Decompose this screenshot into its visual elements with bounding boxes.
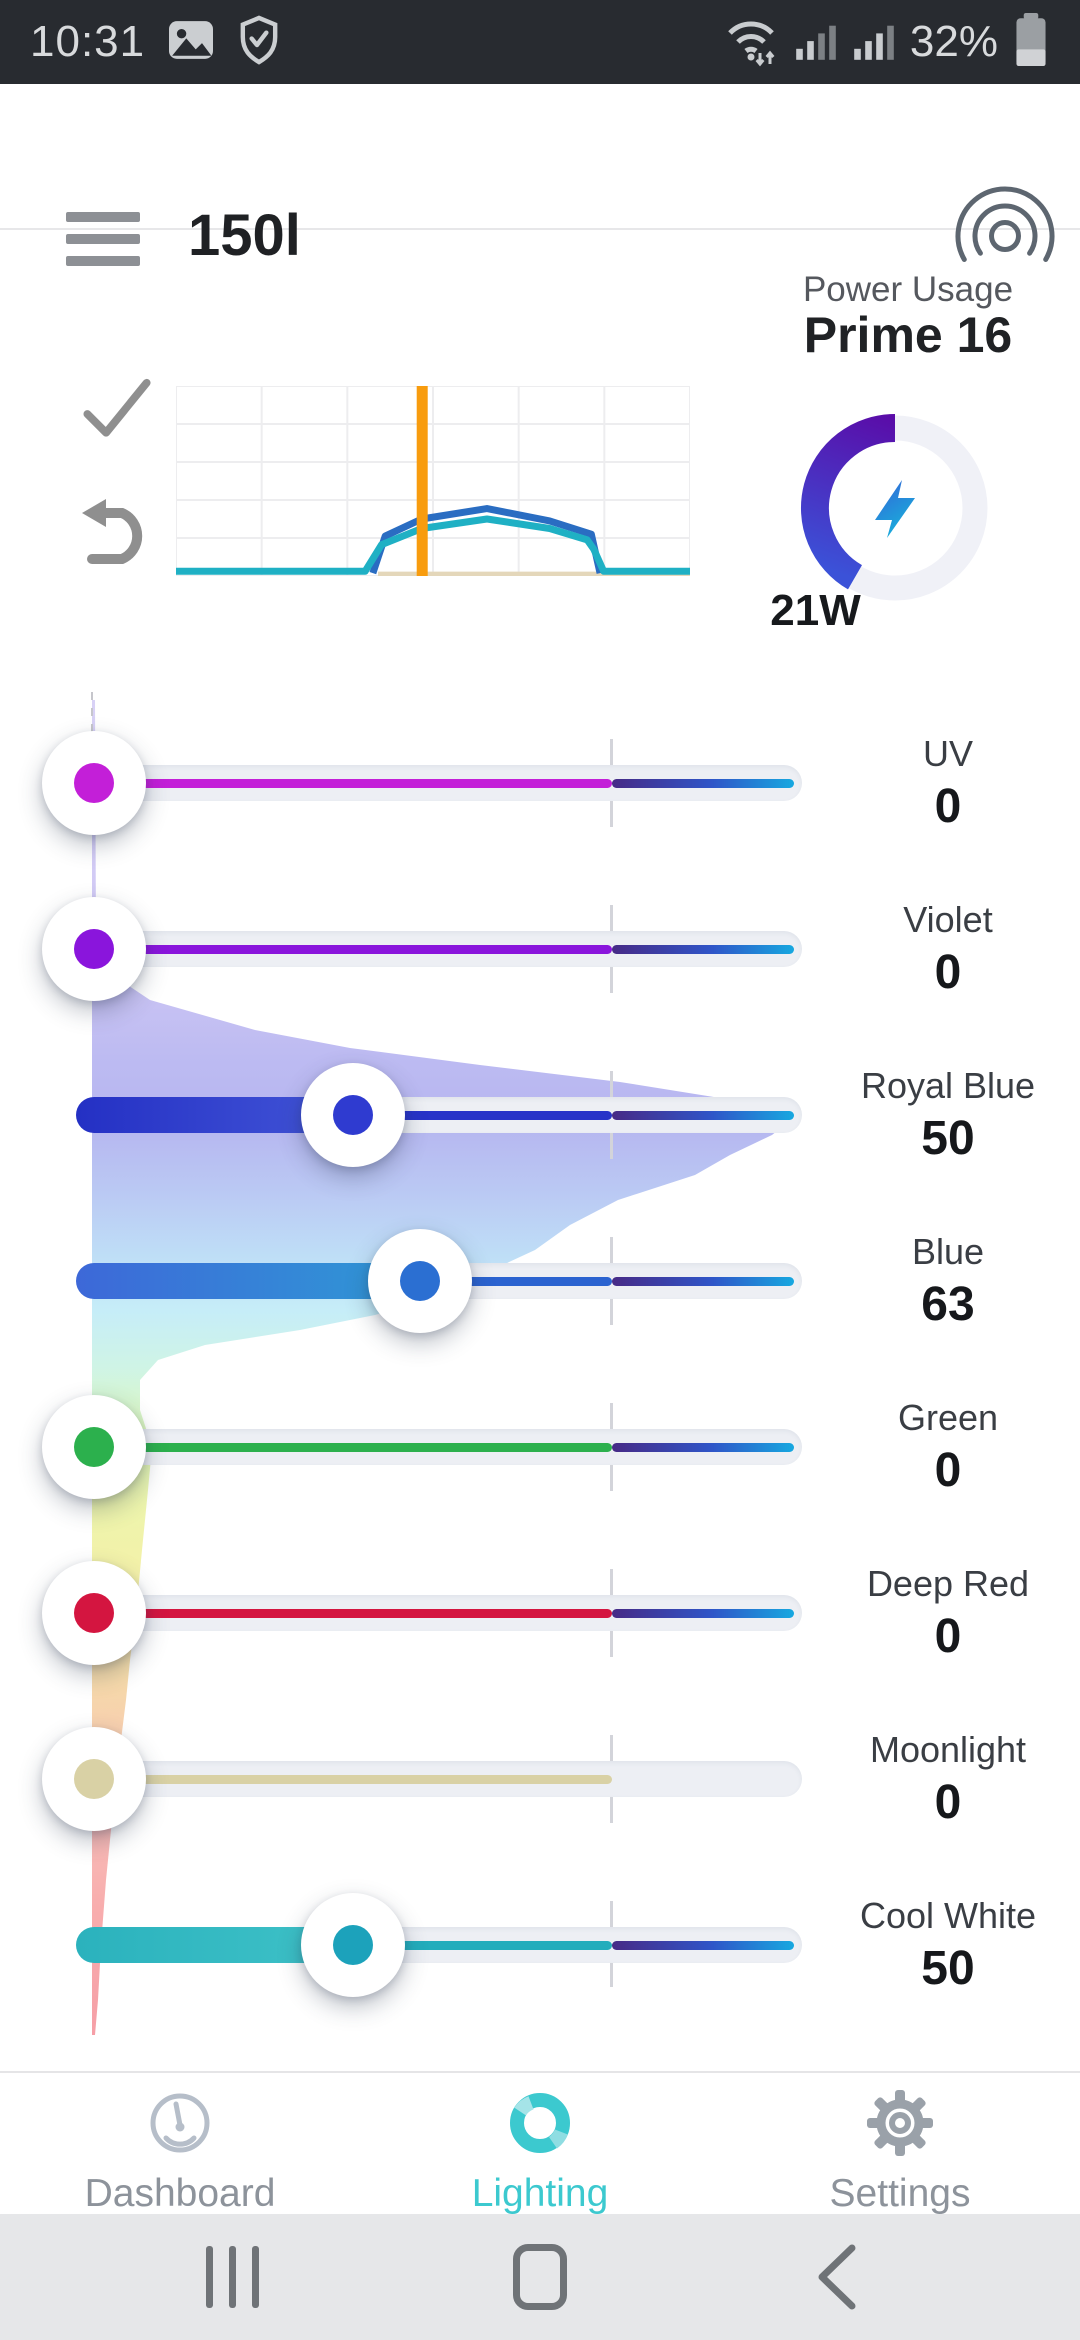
home-button[interactable] [513, 2244, 567, 2310]
power-device-name: Prime 16 [803, 307, 1013, 363]
channel-label: Blue [911, 1231, 985, 1272]
slider-track[interactable] [76, 1927, 802, 1963]
slider-baseline-dashes [91, 692, 93, 764]
channel-value: 0 [934, 780, 962, 833]
power-watts-value: 21W [770, 586, 861, 635]
menu-button[interactable] [66, 212, 140, 266]
channel-slider-row: Blue 63 [0, 1229, 1080, 1333]
channel-label: Green [897, 1397, 999, 1438]
android-nav-bar [0, 2214, 1080, 2340]
tab-dashboard-label: Dashboard [84, 2172, 276, 2215]
tab-settings-label: Settings [829, 2172, 971, 2215]
wifi-icon [722, 11, 780, 74]
channel-label: Royal Blue [860, 1065, 1036, 1106]
slider-knob[interactable] [368, 1229, 473, 1333]
slider-knob[interactable] [42, 1561, 146, 1665]
back-button[interactable] [816, 2244, 856, 2315]
dashboard-gauge-icon [144, 2073, 216, 2164]
hd-range-line [612, 779, 794, 788]
schedule-chart [176, 386, 690, 576]
channel-label: Cool White [859, 1895, 1037, 1936]
channel-slider-row: Cool White 50 [0, 1893, 1080, 1997]
slider-track[interactable] [86, 1429, 802, 1465]
tab-lighting-label: Lighting [471, 2172, 609, 2215]
slider-track[interactable] [86, 931, 802, 967]
app-header: 150l [0, 84, 1080, 268]
channel-label: Moonlight [869, 1729, 1027, 1770]
knob-dot [74, 1427, 114, 1467]
channel-label: UV [922, 733, 973, 774]
battery-icon [1012, 12, 1050, 72]
device-broadcast-icon[interactable] [952, 184, 1056, 288]
value-line [94, 779, 612, 788]
full-scale-dashed-line [610, 739, 613, 1987]
channel-slider-row: Moonlight 0 [0, 1727, 1080, 1831]
channel-label: Deep Red [866, 1563, 1030, 1604]
channel-label: Violet [903, 899, 993, 940]
channel-slider-row: Violet 0 [0, 897, 1080, 1001]
slider-track[interactable] [86, 765, 802, 801]
hd-range-line [612, 1443, 794, 1452]
accept-button[interactable] [78, 372, 156, 447]
slider-bar [76, 1263, 421, 1299]
power-gauge [801, 414, 988, 601]
knob-dot [74, 1593, 114, 1633]
slider-knob[interactable] [42, 731, 146, 835]
tab-dashboard[interactable]: Dashboard [0, 2073, 360, 2215]
signal-bars-icon-1 [794, 18, 838, 67]
channel-slider-row: Royal Blue 50 [0, 1063, 1080, 1167]
channel-slider-row: Green 0 [0, 1395, 1080, 1499]
knob-dot [333, 1095, 373, 1135]
value-line [94, 1443, 612, 1452]
knob-dot [74, 929, 114, 969]
value-line [94, 945, 612, 954]
tab-lighting[interactable]: Lighting [360, 2073, 720, 2215]
slider-knob[interactable] [301, 1893, 405, 1997]
hd-range-line [612, 1277, 794, 1286]
knob-dot [74, 1759, 114, 1799]
slider-knob[interactable] [42, 897, 146, 1001]
channel-value: 50 [921, 1942, 975, 1995]
hd-range-line [612, 1111, 794, 1120]
undo-button[interactable] [80, 496, 156, 573]
channel-value: 63 [921, 1278, 975, 1331]
channel-value: 0 [934, 1444, 962, 1497]
gallery-notification-icon [167, 18, 215, 67]
knob-dot [400, 1261, 441, 1301]
channel-value: 0 [934, 1610, 962, 1663]
settings-gear-icon [864, 2073, 936, 2164]
lightning-bolt-icon [875, 480, 915, 538]
channel-value: 0 [934, 946, 962, 999]
battery-percent: 32% [909, 17, 998, 66]
hd-range-line [612, 945, 794, 954]
page-title: 150l [188, 203, 301, 268]
slider-knob[interactable] [42, 1395, 146, 1499]
hd-range-line [612, 1941, 794, 1950]
value-line [94, 1609, 612, 1618]
tab-settings[interactable]: Settings [720, 2073, 1080, 2215]
channel-slider-row: Deep Red 0 [0, 1561, 1080, 1665]
channel-value: 50 [921, 1112, 975, 1165]
status-time: 10:31 [30, 17, 146, 66]
knob-dot [74, 763, 114, 803]
slider-track[interactable] [86, 1595, 802, 1631]
hd-range-line [612, 1609, 794, 1618]
recents-button[interactable] [206, 2246, 259, 2308]
channel-value: 0 [934, 1776, 962, 1829]
value-line [94, 1775, 612, 1784]
shield-check-icon [237, 15, 281, 70]
slider-knob[interactable] [301, 1063, 405, 1167]
knob-dot [333, 1925, 373, 1965]
power-usage-label: Power Usage [802, 270, 1014, 309]
channel-slider-row: UV 0 [0, 731, 1080, 835]
slider-knob[interactable] [42, 1727, 146, 1831]
slider-track[interactable] [86, 1761, 802, 1797]
status-bar: 10:31 [0, 0, 1080, 84]
bottom-tab-bar: Dashboard Lighting [0, 2071, 1080, 2215]
slider-track[interactable] [76, 1097, 802, 1133]
signal-bars-icon-2 [852, 18, 896, 67]
lighting-ring-icon [504, 2073, 576, 2164]
